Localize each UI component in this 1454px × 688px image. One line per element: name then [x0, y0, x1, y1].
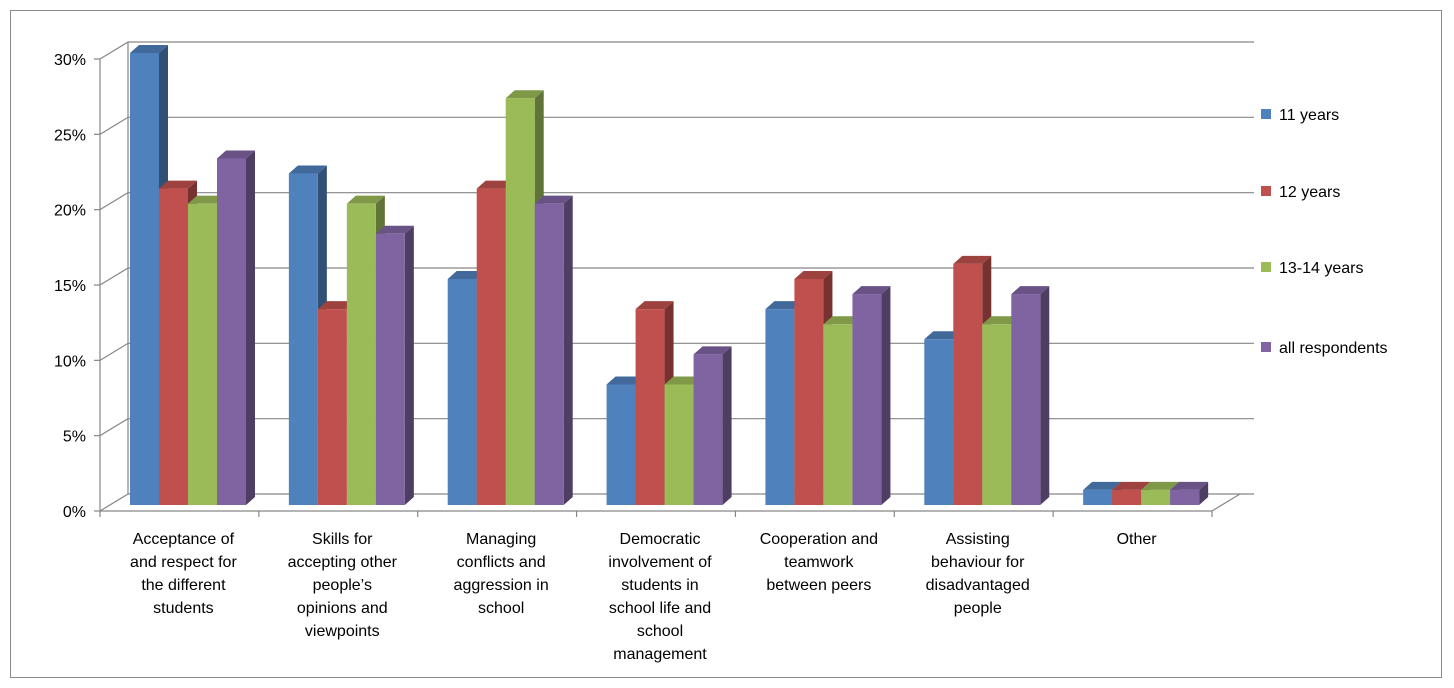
- y-tick-label: 25%: [54, 127, 86, 144]
- bar: [693, 346, 732, 505]
- legend-label: 12 years: [1279, 184, 1340, 201]
- gridline-side: [99, 342, 129, 361]
- x-tick-label: Cooperation and teamwork between peers: [760, 531, 878, 594]
- gridline-side: [99, 192, 129, 211]
- legend-swatch: [1261, 262, 1271, 272]
- y-tick-label: 5%: [63, 429, 86, 446]
- gridline-side: [99, 418, 129, 437]
- bar: [288, 165, 327, 506]
- legend-swatch: [1261, 109, 1271, 119]
- gridline-side: [99, 116, 129, 135]
- bar: [375, 225, 414, 506]
- bar: [217, 150, 255, 505]
- legend-swatch: [1261, 342, 1271, 352]
- x-tick-label: Other: [1117, 531, 1158, 548]
- bar: [1011, 286, 1050, 505]
- bar: [534, 195, 573, 505]
- y-tick-label: 30%: [54, 52, 86, 69]
- bar: [1170, 481, 1209, 505]
- legend-label: 13-14 years: [1279, 260, 1364, 277]
- floor-right-edge: [1211, 493, 1241, 512]
- gridline-side: [99, 41, 129, 60]
- legend-label: 11 years: [1279, 107, 1339, 124]
- y-tick-label: 20%: [54, 203, 86, 220]
- y-tick-label: 10%: [54, 353, 86, 370]
- x-tick-label: Assisting behaviour for disadvantaged peopl…: [926, 531, 1030, 617]
- gridline-side: [99, 493, 129, 512]
- bar: [1112, 481, 1151, 505]
- gridline-side: [99, 267, 129, 286]
- y-tick-label: 15%: [54, 278, 86, 295]
- x-tick-label: Managing conflicts and aggression in school: [454, 531, 549, 617]
- bar: [852, 286, 891, 505]
- legend-label: all respondents: [1279, 340, 1388, 357]
- x-tick-label: Skills for accepting other people’s opinion…: [288, 531, 398, 640]
- legend-swatch: [1261, 186, 1271, 196]
- y-tick-label: 0%: [63, 504, 86, 521]
- x-tick-label: Democratic involvement of students in schoo…: [608, 531, 712, 663]
- x-tick-label: Acceptance of and respect for the differen…: [130, 531, 237, 617]
